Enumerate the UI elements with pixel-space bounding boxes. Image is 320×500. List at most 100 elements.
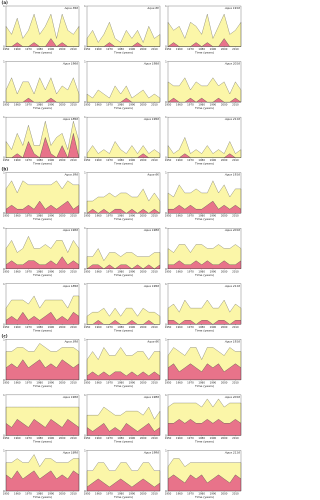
x-tick-label: 1960 bbox=[95, 47, 102, 51]
x-tick-label: 2010 bbox=[232, 325, 239, 329]
x-tick-label: 1950 bbox=[165, 47, 172, 51]
x-tick-label: 2010 bbox=[232, 158, 239, 162]
x-tick-label: 1960 bbox=[95, 158, 102, 162]
x-tick-label: 1980 bbox=[117, 436, 124, 440]
x-tick-label: 1970 bbox=[187, 47, 194, 51]
x-tick-label: 1960 bbox=[14, 492, 21, 496]
x-tick-label: 1960 bbox=[95, 325, 102, 329]
x-tick-label: 1960 bbox=[95, 214, 102, 218]
x-tick-label: 1990 bbox=[48, 380, 55, 384]
x-tick-label: 1990 bbox=[48, 325, 55, 329]
x-tick-label: 1960 bbox=[14, 436, 21, 440]
panel-title: Aqua 396 bbox=[64, 6, 79, 10]
y-tick-label: 1 bbox=[84, 448, 86, 452]
y-tick-label: 0 bbox=[3, 489, 5, 493]
x-axis-label: Time (years) bbox=[194, 384, 214, 388]
x-tick-label: 1990 bbox=[48, 103, 55, 107]
x-tick-label: 1960 bbox=[176, 103, 183, 107]
y-tick-label: 0 bbox=[3, 267, 5, 271]
y-tick-label: 0 bbox=[84, 100, 86, 104]
area bbox=[86, 85, 161, 103]
y-tick-label: 1 bbox=[84, 282, 86, 286]
y-tick-label: 1 bbox=[165, 448, 167, 452]
group-label: (b) bbox=[2, 167, 9, 172]
x-axis-label: Time (years) bbox=[113, 162, 133, 166]
area bbox=[167, 13, 242, 47]
x-tick-label: 1990 bbox=[129, 380, 136, 384]
x-tick-label: 1990 bbox=[129, 214, 136, 218]
plot-frame bbox=[167, 228, 242, 269]
y-tick-label: 0 bbox=[84, 322, 86, 326]
x-tick-label: 1990 bbox=[210, 103, 217, 107]
x-tick-label: 2010 bbox=[151, 214, 158, 218]
x-axis-label: Time (years) bbox=[32, 273, 52, 277]
y-tick-label: 1 bbox=[3, 282, 5, 286]
x-tick-label: 1990 bbox=[210, 436, 217, 440]
x-tick-label: 1990 bbox=[48, 492, 55, 496]
x-tick-label: 1970 bbox=[106, 269, 113, 273]
x-tick-label: 1950 bbox=[165, 492, 172, 496]
panel-title: Aqua 2116 bbox=[224, 117, 240, 121]
y-tick-label: 0 bbox=[3, 100, 5, 104]
x-tick-label: 1950 bbox=[165, 158, 172, 162]
x-tick-label: 1980 bbox=[117, 214, 124, 218]
y-tick-label: 1 bbox=[84, 226, 86, 230]
x-axis-label: Time (years) bbox=[32, 384, 52, 388]
panel-title: Aqua 2116 bbox=[224, 450, 240, 454]
plot-frame bbox=[5, 116, 80, 158]
plot-frame bbox=[5, 61, 80, 103]
x-axis-label: Time (years) bbox=[113, 217, 133, 221]
y-tick-label: 0 bbox=[84, 489, 86, 493]
x-tick-label: 1990 bbox=[210, 380, 217, 384]
x-tick-label: 1990 bbox=[48, 47, 55, 51]
x-tick-label: 1970 bbox=[25, 380, 32, 384]
x-tick-label: 1960 bbox=[14, 380, 21, 384]
x-tick-label: 1970 bbox=[25, 325, 32, 329]
y-tick-label: 1 bbox=[3, 4, 5, 8]
x-tick-label: 1980 bbox=[36, 47, 43, 51]
group-label: (c) bbox=[2, 333, 8, 338]
group-label: (a) bbox=[2, 0, 9, 5]
x-tick-label: 1960 bbox=[176, 436, 183, 440]
area bbox=[5, 295, 80, 321]
y-tick-label: 0 bbox=[84, 433, 86, 437]
x-tick-label: 1980 bbox=[198, 269, 205, 273]
panel-title: Aqua 1916 bbox=[224, 6, 240, 10]
plot-frame bbox=[5, 283, 80, 325]
x-tick-label: 2010 bbox=[70, 325, 77, 329]
x-tick-label: 1950 bbox=[84, 325, 91, 329]
x-tick-label: 1970 bbox=[187, 103, 194, 107]
x-tick-label: 1980 bbox=[198, 103, 205, 107]
y-tick-label: 0 bbox=[3, 156, 5, 160]
x-tick-label: 1980 bbox=[117, 325, 124, 329]
x-tick-label: 1980 bbox=[198, 492, 205, 496]
x-axis-label: Time (years) bbox=[32, 51, 52, 55]
x-tick-label: 1960 bbox=[176, 158, 183, 162]
x-tick-label: 1950 bbox=[84, 436, 91, 440]
area bbox=[167, 180, 242, 210]
x-tick-label: 1990 bbox=[48, 269, 55, 273]
x-tick-label: 2000 bbox=[59, 47, 66, 51]
panel-title: Aqua 1966 bbox=[62, 395, 78, 399]
x-tick-label: 1960 bbox=[176, 269, 183, 273]
panel-title: Aqua 396 bbox=[64, 173, 79, 177]
x-tick-label: 1970 bbox=[187, 492, 194, 496]
y-tick-label: 0 bbox=[165, 378, 167, 382]
plot-frame bbox=[5, 172, 80, 214]
x-axis-label: Time (years) bbox=[194, 162, 214, 166]
x-tick-label: 2010 bbox=[70, 436, 77, 440]
x-tick-label: 1960 bbox=[176, 214, 183, 218]
x-tick-label: 1960 bbox=[14, 269, 21, 273]
x-axis-label: Time (years) bbox=[113, 273, 133, 277]
plot-frame bbox=[167, 5, 242, 47]
x-tick-label: 2010 bbox=[151, 158, 158, 162]
panel-title: Aqua 2116 bbox=[224, 284, 240, 288]
x-tick-label: 2000 bbox=[59, 158, 66, 162]
x-tick-label: 1950 bbox=[3, 325, 10, 329]
panel-title: Aqua 6K bbox=[146, 6, 160, 10]
x-tick-label: 1970 bbox=[25, 103, 32, 107]
x-tick-label: 1970 bbox=[187, 158, 194, 162]
area bbox=[86, 188, 161, 214]
x-tick-label: 1980 bbox=[117, 103, 124, 107]
x-axis-label: Time (years) bbox=[194, 328, 214, 332]
